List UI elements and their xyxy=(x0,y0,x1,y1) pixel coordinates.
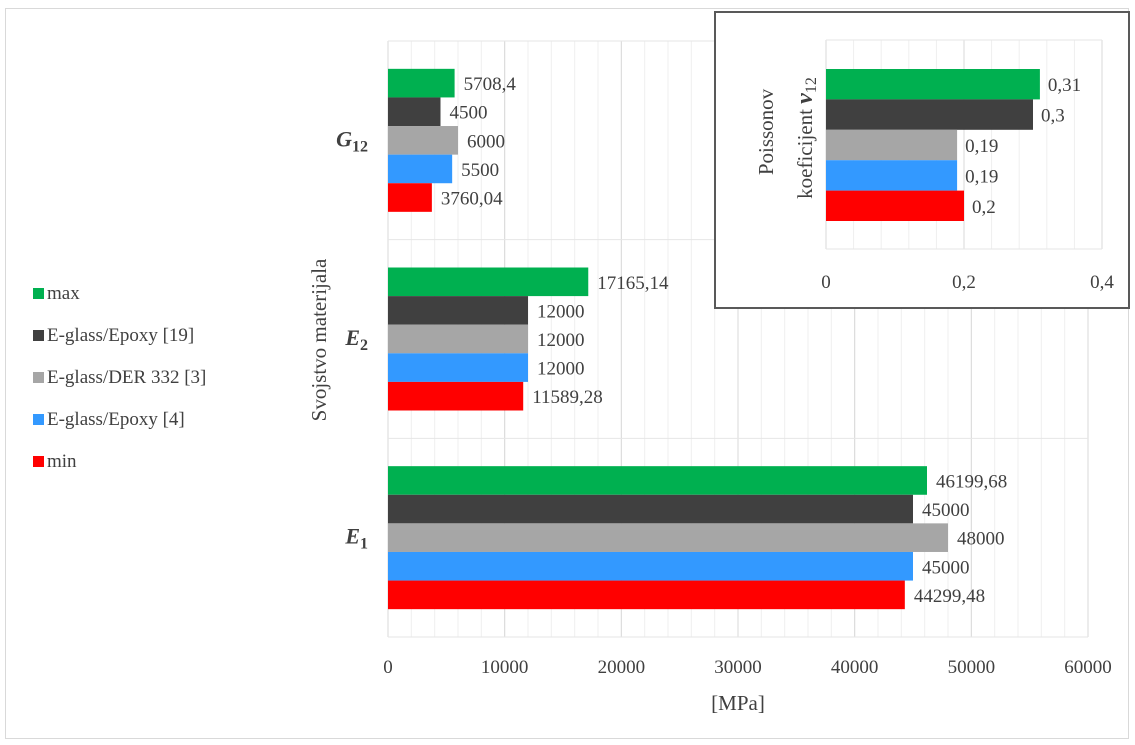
bar-E2-2 xyxy=(388,324,528,354)
legend-swatch xyxy=(33,330,44,341)
chart-frame xyxy=(5,8,1129,739)
data-label: 12000 xyxy=(537,330,585,351)
legend: max E-glass/Epoxy [19] E-glass/DER 332 [3]… xyxy=(33,283,206,493)
legend-swatch xyxy=(33,456,44,467)
category-label: G12 xyxy=(336,126,368,155)
legend-item: E-glass/Epoxy [4] xyxy=(33,409,206,430)
data-label: 45000 xyxy=(922,557,970,578)
bar-E2-0 xyxy=(388,267,589,297)
inset-x-tick-label: 0 xyxy=(821,272,831,293)
bar-E1-4 xyxy=(388,580,905,610)
data-label: 5500 xyxy=(461,160,499,181)
inset-x-tick-label: 0,2 xyxy=(952,272,976,293)
legend-item: max xyxy=(33,283,206,304)
legend-item: min xyxy=(33,451,206,472)
inset-x-tick-label: 0,4 xyxy=(1090,272,1114,293)
bar-E1-1 xyxy=(388,494,913,524)
x-tick-label: 40000 xyxy=(831,657,879,678)
bar-G12-3 xyxy=(388,154,453,184)
legend-item: E-glass/DER 332 [3] xyxy=(33,367,206,388)
bar-E1-3 xyxy=(388,551,913,581)
inset-bar-4 xyxy=(826,190,964,221)
x-tick-label: 30000 xyxy=(714,657,762,678)
bar-E1-0 xyxy=(388,466,927,495)
inset-bar-0 xyxy=(826,69,1040,100)
inset-y-axis-title-line1: Poissonov xyxy=(754,88,778,175)
legend-label: E-glass/Epoxy [4] xyxy=(47,408,185,430)
inset-bar-3 xyxy=(826,160,958,191)
bar-G12-0 xyxy=(388,68,455,98)
bar-E1-2 xyxy=(388,523,948,552)
legend-item: E-glass/Epoxy [19] xyxy=(33,325,206,346)
category-label: E1 xyxy=(344,524,368,553)
x-tick-label: 50000 xyxy=(948,657,996,678)
data-label: 48000 xyxy=(957,529,1005,550)
legend-label: max xyxy=(47,282,80,304)
data-label: 12000 xyxy=(537,301,585,322)
bar-G12-2 xyxy=(388,126,458,155)
inset-data-label: 0,3 xyxy=(1041,106,1065,127)
data-label: 4500 xyxy=(450,103,488,124)
x-tick-label: 10000 xyxy=(481,657,529,678)
inset-data-label: 0,19 xyxy=(965,136,998,157)
inset-bar-1 xyxy=(826,99,1033,130)
data-label: 6000 xyxy=(467,131,505,152)
data-label: 3760,04 xyxy=(441,189,503,210)
data-label: 17165,14 xyxy=(597,273,669,294)
x-tick-label: 60000 xyxy=(1064,657,1112,678)
legend-label: E-glass/DER 332 [3] xyxy=(47,366,207,388)
bar-G12-4 xyxy=(388,183,432,212)
y-axis-title: Svojstvo materijala xyxy=(307,258,331,421)
data-label: 44299,48 xyxy=(914,586,985,607)
data-label: 11589,28 xyxy=(532,387,603,408)
x-tick-label: 0 xyxy=(383,657,393,678)
bar-G12-1 xyxy=(388,97,441,127)
inset-data-label: 0,19 xyxy=(965,166,998,187)
data-label: 46199,68 xyxy=(936,471,1007,492)
bar-E2-1 xyxy=(388,296,528,325)
category-label: E2 xyxy=(344,325,368,354)
legend-label: min xyxy=(47,450,77,472)
inset-y-axis-title-line2: koeficijent ν12 xyxy=(792,77,820,199)
inset-data-label: 0,2 xyxy=(972,197,996,218)
legend-swatch xyxy=(33,372,44,383)
legend-swatch xyxy=(33,414,44,425)
legend-swatch xyxy=(33,288,44,299)
data-label: 5708,4 xyxy=(464,74,517,95)
bar-E2-3 xyxy=(388,353,528,382)
x-axis-title: [MPa] xyxy=(711,691,765,715)
inset-bar-2 xyxy=(826,129,958,161)
bar-E2-4 xyxy=(388,381,524,411)
data-label: 45000 xyxy=(922,500,970,521)
data-label: 12000 xyxy=(537,359,585,380)
x-tick-label: 20000 xyxy=(598,657,646,678)
inset-data-label: 0,31 xyxy=(1048,75,1081,96)
legend-label: E-glass/Epoxy [19] xyxy=(47,324,195,346)
